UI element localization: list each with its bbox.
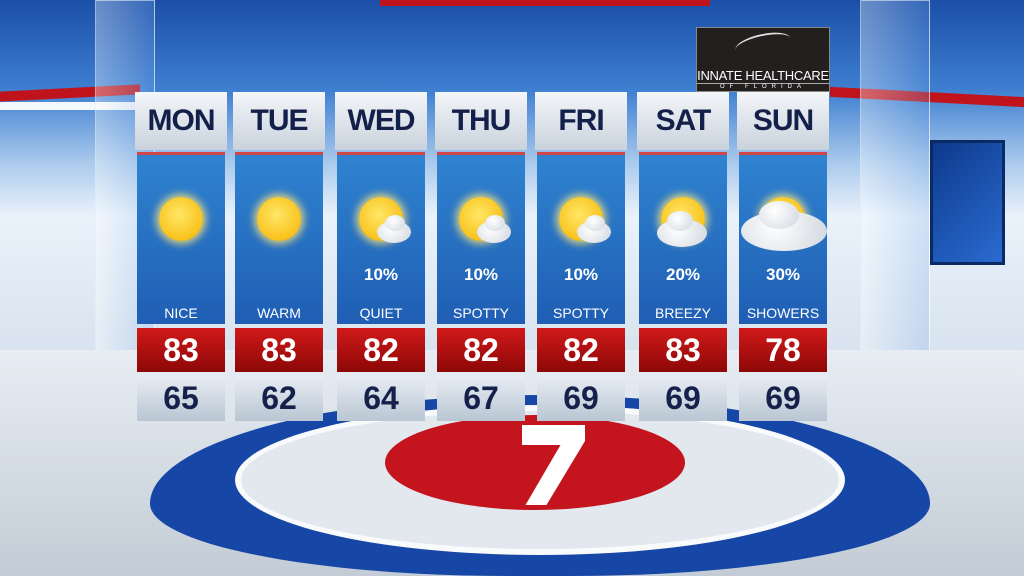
condition-panel: 30% SHOWERS bbox=[739, 152, 827, 324]
high-temp: 83 bbox=[639, 328, 727, 372]
condition-panel: WARM bbox=[235, 152, 323, 324]
precip-chance: 20% bbox=[665, 265, 701, 284]
day-label: MON bbox=[135, 92, 227, 150]
palm-leaf-icon bbox=[733, 28, 793, 60]
forecast-day-thu: THU 10% SPOTTY 82 67 bbox=[435, 92, 527, 422]
high-temp: 82 bbox=[437, 328, 525, 372]
forecast-day-tue: TUE WARM 83 62 bbox=[233, 92, 325, 422]
sun-small-cloud-icon bbox=[551, 193, 611, 253]
sun-cloud-icon bbox=[653, 193, 713, 253]
low-temp: 69 bbox=[739, 375, 827, 421]
precip-chance: 10% bbox=[563, 265, 599, 284]
high-temp: 82 bbox=[537, 328, 625, 372]
forecast-day-sun: SUN 30% SHOWERS 78 69 bbox=[737, 92, 829, 422]
forecast-day-wed: WED 10% QUIET 82 64 bbox=[335, 92, 427, 422]
day-label: SAT bbox=[637, 92, 729, 150]
low-temp: 64 bbox=[337, 375, 425, 421]
condition-panel: 10% SPOTTY bbox=[537, 152, 625, 324]
condition-text: SPOTTY bbox=[452, 305, 509, 321]
sunny-icon bbox=[151, 193, 211, 253]
condition-panel: 10% QUIET bbox=[337, 152, 425, 324]
condition-panel: 10% SPOTTY bbox=[437, 152, 525, 324]
high-temp: 78 bbox=[739, 328, 827, 372]
low-temp: 67 bbox=[437, 375, 525, 421]
sunny-icon bbox=[249, 193, 309, 253]
condition-panel: 20% BREEZY bbox=[639, 152, 727, 324]
day-label: FRI bbox=[535, 92, 627, 150]
precip-chance: 30% bbox=[765, 265, 801, 284]
studio-monitor bbox=[930, 140, 1005, 265]
sponsor-subtitle: OF FLORIDA bbox=[697, 83, 829, 90]
high-temp: 82 bbox=[337, 328, 425, 372]
sponsor-name: INNATE HEALTHCARE bbox=[697, 68, 829, 83]
precip-chance: 10% bbox=[463, 265, 499, 284]
low-temp: 69 bbox=[639, 375, 727, 421]
day-label: THU bbox=[435, 92, 527, 150]
sun-big-cloud-showers-icon bbox=[741, 193, 827, 253]
forecast-day-mon: MON NICE 83 65 bbox=[135, 92, 227, 422]
forecast-day-fri: FRI 10% SPOTTY 82 69 bbox=[535, 92, 627, 422]
day-label: SUN bbox=[737, 92, 829, 150]
low-temp: 69 bbox=[537, 375, 625, 421]
day-label: WED bbox=[335, 92, 427, 150]
high-temp: 83 bbox=[137, 328, 225, 372]
low-temp: 65 bbox=[137, 375, 225, 421]
day-label: TUE bbox=[233, 92, 325, 150]
condition-text: WARM bbox=[257, 305, 301, 321]
sun-small-cloud-icon bbox=[451, 193, 511, 253]
low-temp: 62 bbox=[235, 375, 323, 421]
condition-text: BREEZY bbox=[654, 305, 711, 321]
condition-text: QUIET bbox=[359, 305, 403, 321]
condition-text: SPOTTY bbox=[552, 305, 609, 321]
condition-text: SHOWERS bbox=[746, 305, 820, 321]
sun-small-cloud-icon bbox=[351, 193, 411, 253]
precip-chance: 10% bbox=[363, 265, 399, 284]
high-temp: 83 bbox=[235, 328, 323, 372]
condition-text: NICE bbox=[164, 305, 198, 321]
condition-panel: NICE bbox=[137, 152, 225, 324]
sponsor-logo: INNATE HEALTHCARE OF FLORIDA bbox=[696, 27, 830, 92]
forecast-day-sat: SAT 20% BREEZY 83 69 bbox=[637, 92, 729, 422]
